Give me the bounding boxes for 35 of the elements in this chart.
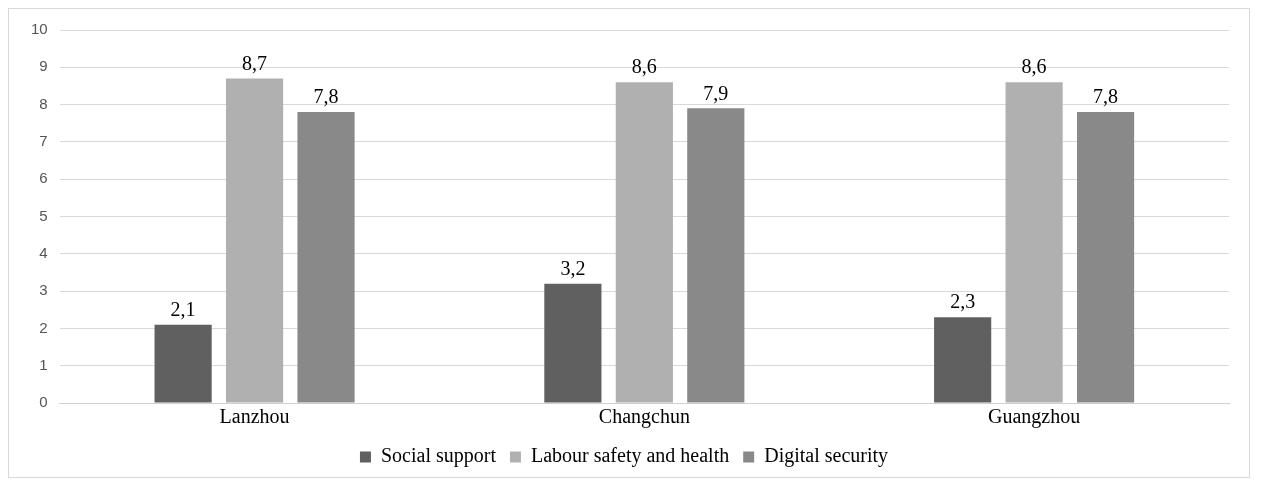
y-tick-label: 5 — [39, 206, 48, 224]
y-tick-label: 1 — [39, 355, 48, 373]
data-label: 7,9 — [703, 81, 729, 104]
data-label: 7,8 — [313, 85, 339, 108]
data-label: 3,2 — [560, 256, 586, 279]
y-tick-label: 2 — [39, 318, 48, 336]
bar — [544, 283, 602, 403]
bar — [934, 317, 992, 403]
bar — [154, 324, 212, 403]
data-label: 8,6 — [631, 55, 657, 78]
y-tick-label: 10 — [31, 20, 48, 38]
bar — [687, 108, 745, 403]
y-tick-label: 4 — [39, 243, 48, 261]
bar — [297, 112, 355, 403]
data-label: 8,6 — [1021, 55, 1047, 78]
data-label: 2,1 — [170, 297, 196, 320]
legend-label: Social support — [380, 444, 497, 468]
bar — [1005, 82, 1063, 403]
x-tick-label: Changchun — [598, 405, 690, 429]
y-tick-label: 6 — [39, 169, 48, 187]
y-tick-label: 9 — [39, 57, 48, 75]
bar — [615, 82, 673, 403]
data-label: 2,3 — [950, 290, 976, 313]
x-tick-label: Lanzhou — [219, 405, 290, 428]
bar — [225, 78, 284, 403]
data-label: 7,8 — [1093, 85, 1119, 108]
legend-label: Digital security — [764, 444, 889, 468]
legend-label: Labour safety and health — [530, 444, 730, 468]
y-tick-label: 3 — [39, 281, 48, 299]
y-tick-label: 7 — [39, 132, 48, 150]
x-tick-label: Guangzhou — [988, 405, 1081, 429]
bar — [1076, 112, 1135, 403]
data-label: 8,7 — [242, 51, 268, 74]
y-tick-label: 8 — [39, 94, 48, 112]
y-tick-label: 0 — [39, 393, 48, 411]
